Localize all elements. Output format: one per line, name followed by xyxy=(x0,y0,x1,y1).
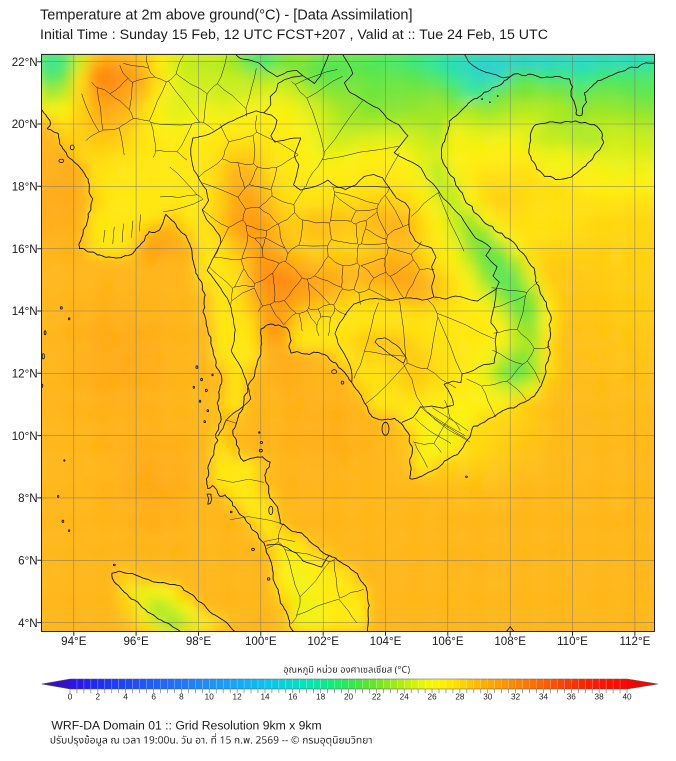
svg-text:106°E: 106°E xyxy=(432,635,464,648)
svg-text:16: 16 xyxy=(288,693,298,702)
svg-text:112°E: 112°E xyxy=(619,635,650,648)
svg-text:22°N: 22°N xyxy=(12,56,38,69)
svg-text:20°N: 20°N xyxy=(12,118,38,131)
svg-text:Temperature at 2m above ground: Temperature at 2m above ground(°C) - [Da… xyxy=(40,8,413,24)
svg-text:110°E: 110°E xyxy=(557,635,588,648)
svg-text:14°N: 14°N xyxy=(12,305,38,318)
svg-text:Initial Time : Sunday 15 Feb,: Initial Time : Sunday 15 Feb, 12 UTC FCS… xyxy=(40,27,548,43)
svg-text:10°N: 10°N xyxy=(12,430,38,443)
svg-text:12: 12 xyxy=(233,693,243,702)
svg-text:16°N: 16°N xyxy=(12,243,38,256)
svg-text:0: 0 xyxy=(68,693,73,702)
svg-text:28: 28 xyxy=(455,693,465,702)
svg-text:38: 38 xyxy=(595,693,605,702)
svg-text:94°E: 94°E xyxy=(61,635,87,648)
svg-text:6°N: 6°N xyxy=(18,555,37,568)
svg-text:4: 4 xyxy=(123,693,128,702)
svg-text:40: 40 xyxy=(622,693,632,702)
svg-text:22: 22 xyxy=(372,693,382,702)
svg-text:20: 20 xyxy=(344,693,354,702)
svg-text:4°N: 4°N xyxy=(18,617,37,630)
svg-text:14: 14 xyxy=(260,693,270,702)
svg-text:96°E: 96°E xyxy=(123,635,149,648)
svg-text:10: 10 xyxy=(205,693,215,702)
svg-text:24: 24 xyxy=(400,693,410,702)
svg-text:108°E: 108°E xyxy=(494,635,526,648)
svg-text:36: 36 xyxy=(567,693,577,702)
svg-text:32: 32 xyxy=(511,693,521,702)
svg-text:102°E: 102°E xyxy=(307,635,339,648)
svg-text:8°N: 8°N xyxy=(18,492,37,505)
svg-text:18°N: 18°N xyxy=(12,181,38,194)
svg-text:WRF-DA Domain 01 :: Grid Resol: WRF-DA Domain 01 :: Grid Resolution 9km … xyxy=(51,718,321,732)
svg-text:18: 18 xyxy=(316,693,326,702)
svg-text:34: 34 xyxy=(539,693,549,702)
svg-text:100°E: 100°E xyxy=(245,635,277,648)
svg-text:6: 6 xyxy=(151,693,156,702)
svg-text:2: 2 xyxy=(96,693,101,702)
svg-text:26: 26 xyxy=(428,693,438,702)
svg-text:12°N: 12°N xyxy=(12,368,38,381)
svg-text:8: 8 xyxy=(179,693,184,702)
svg-text:30: 30 xyxy=(483,693,493,702)
svg-text:104°E: 104°E xyxy=(370,635,402,648)
svg-text:98°E: 98°E xyxy=(186,635,212,648)
